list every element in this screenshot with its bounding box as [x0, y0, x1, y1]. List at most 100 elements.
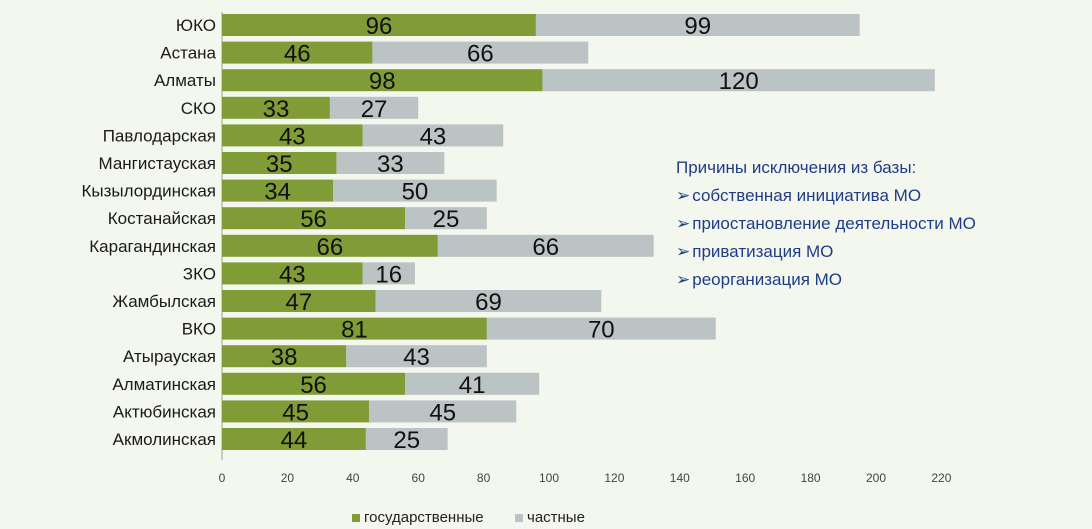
- data-label-state-15: 44: [281, 427, 308, 454]
- data-label-private-5: 33: [377, 151, 404, 178]
- bar-state-7: [222, 207, 406, 230]
- category-label-6: Кызылординская: [81, 182, 216, 201]
- legend-label-state: государственные: [364, 509, 484, 526]
- notes-item-privatization: приватизация МО: [676, 238, 976, 266]
- data-label-state-7: 56: [300, 206, 327, 233]
- data-label-private-2: 120: [719, 68, 759, 95]
- bar-state-3: [222, 96, 330, 119]
- category-label-1: Астана: [160, 44, 216, 63]
- bar-private-1: [372, 41, 589, 64]
- category-label-14: Актюбинская: [113, 402, 216, 421]
- bar-state-11: [222, 317, 487, 340]
- data-label-state-8: 66: [317, 234, 344, 261]
- data-label-private-11: 70: [588, 317, 615, 344]
- bar-private-10: [375, 290, 602, 312]
- bar-state-13: [222, 372, 406, 395]
- bar-private-13: [405, 372, 540, 395]
- legend-label-private: частные: [527, 509, 585, 526]
- legend-swatch-state: [352, 514, 360, 522]
- category-label-11: ВКО: [182, 320, 216, 339]
- x-tick-20: 20: [281, 471, 295, 485]
- bar-private-14: [369, 400, 517, 423]
- x-tick-180: 180: [801, 471, 821, 485]
- bar-state-1: [222, 41, 373, 64]
- bar-private-3: [329, 96, 419, 119]
- bar-private-15: [365, 428, 448, 450]
- category-label-5: Мангистауская: [98, 154, 216, 173]
- data-label-state-12: 38: [271, 344, 298, 371]
- x-tick-60: 60: [412, 471, 426, 485]
- data-label-state-1: 46: [284, 41, 311, 68]
- bar-private-2: [542, 69, 935, 92]
- bar-private-11: [486, 317, 716, 340]
- data-label-state-11: 81: [341, 317, 368, 344]
- data-label-private-4: 43: [420, 123, 447, 150]
- x-tick-120: 120: [604, 471, 624, 485]
- bar-private-12: [346, 345, 487, 368]
- data-label-private-14: 45: [429, 399, 456, 426]
- bar-private-7: [405, 207, 487, 230]
- bar-state-15: [222, 428, 366, 450]
- data-label-state-2: 98: [369, 68, 396, 95]
- exclusion-reasons-note: Причины исключения из базы: собственная …: [676, 154, 976, 294]
- category-label-2: Алматы: [154, 71, 216, 90]
- legend: государственные частные: [352, 509, 585, 526]
- bar-state-6: [222, 179, 334, 202]
- data-label-private-12: 43: [403, 344, 430, 371]
- data-label-private-6: 50: [402, 179, 429, 206]
- x-tick-220: 220: [931, 471, 951, 485]
- bar-private-8: [437, 234, 654, 257]
- data-label-state-13: 56: [300, 372, 327, 399]
- category-labels: ЮКО Астана Алматы СКО Павлодарская Мангистаус…: [81, 16, 216, 449]
- bar-state-4: [222, 124, 363, 147]
- bar-state-5: [222, 152, 337, 174]
- category-label-7: Костанайская: [108, 209, 216, 228]
- notes-item-suspension: приостановление деятельности МО: [676, 210, 976, 238]
- data-label-private-13: 41: [459, 372, 486, 399]
- notes-title: Причины исключения из базы:: [676, 158, 917, 177]
- bar-private-9: [362, 262, 415, 285]
- bar-state-0: [222, 14, 536, 36]
- bar-state-9: [222, 262, 363, 285]
- bar-state-12: [222, 345, 347, 368]
- data-label-private-10: 69: [475, 289, 502, 316]
- data-label-state-6: 34: [264, 179, 291, 206]
- x-tick-0: 0: [219, 471, 226, 485]
- x-tick-140: 140: [670, 471, 690, 485]
- x-tick-80: 80: [477, 471, 491, 485]
- data-label-private-8: 66: [532, 234, 559, 261]
- data-label-state-0: 96: [366, 13, 393, 40]
- category-label-13: Алматинская: [112, 375, 216, 394]
- data-label-state-3: 33: [263, 96, 290, 123]
- category-label-0: ЮКО: [176, 16, 216, 35]
- bar-private-6: [333, 179, 497, 202]
- data-label-private-3: 27: [361, 96, 388, 123]
- data-label-state-4: 43: [279, 123, 306, 150]
- bar-state-8: [222, 234, 438, 257]
- bar-state-2: [222, 69, 543, 92]
- category-label-10: Жамбылская: [112, 292, 216, 311]
- category-label-4: Павлодарская: [103, 126, 216, 145]
- x-tick-40: 40: [346, 471, 360, 485]
- category-label-3: СКО: [181, 99, 216, 118]
- data-label-private-9: 16: [375, 261, 402, 288]
- bar-private-4: [362, 124, 504, 147]
- notes-item-reorganization: реорганизация МО: [676, 266, 976, 294]
- x-tick-labels: 0 20 40 60 80 100 120 140 160 180 200 220: [219, 471, 952, 485]
- bar-private-5: [336, 152, 445, 174]
- x-tick-200: 200: [866, 471, 886, 485]
- data-label-private-15: 25: [393, 427, 420, 454]
- data-label-state-5: 35: [266, 151, 293, 178]
- data-label-state-10: 47: [285, 289, 312, 316]
- x-tick-100: 100: [539, 471, 559, 485]
- category-label-15: Акмолинская: [113, 430, 216, 449]
- bar-state-10: [222, 290, 376, 312]
- data-label-private-7: 25: [433, 206, 460, 233]
- category-label-9: ЗКО: [183, 264, 216, 283]
- notes-item-initiative: собственная инициатива МО: [676, 182, 976, 210]
- bar-private-0: [535, 14, 860, 36]
- data-label-state-14: 45: [282, 399, 309, 426]
- bar-state-14: [222, 400, 370, 423]
- data-label-private-1: 66: [467, 41, 494, 68]
